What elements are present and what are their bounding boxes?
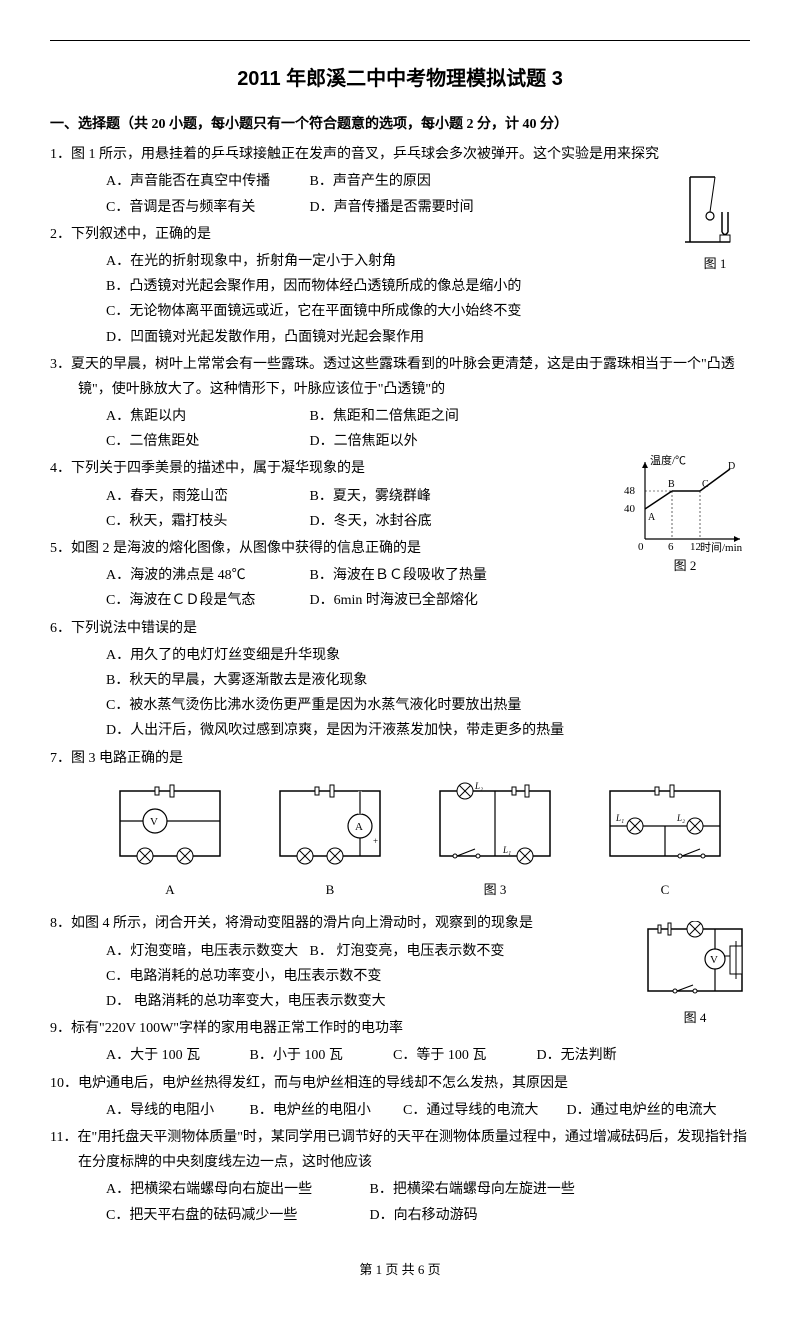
q3-opt-b: B．焦距和二倍焦距之间 [310, 404, 510, 429]
q11-opt-b: B．把横梁右端螺母向左旋进一些 [370, 1177, 670, 1202]
question-7: 7．图 3 电路正确的是 [50, 746, 750, 771]
q4-opt-c: C．秋天，霜打枝头 [106, 509, 306, 534]
q11-opt-a: A．把横梁右端螺母向右旋出一些 [106, 1177, 366, 1202]
q10-opt-a: A．导线的电阻小 [106, 1098, 246, 1123]
question-6: 6．下列说法中错误的是 [50, 616, 750, 641]
q10-opt-b: B．电炉丝的电阻小 [250, 1098, 400, 1123]
q3-opt-a: A．焦距以内 [106, 404, 306, 429]
svg-text:+: + [373, 836, 378, 846]
circuit-a-icon: V [110, 781, 230, 871]
figure-1-label: 图 1 [704, 256, 727, 271]
section-1-header: 一、选择题（共 20 小题，每小题只有一个符合题意的选项，每小题 2 分，计 4… [50, 112, 750, 137]
exam-title: 2011 年郎溪二中中考物理模拟试题 3 [50, 61, 750, 97]
svg-text:A: A [648, 512, 656, 523]
q1-opt-d: D．声音传播是否需要时间 [310, 195, 510, 220]
question-5: 5．如图 2 是海波的熔化图像，从图像中获得的信息正确的是 [50, 536, 750, 561]
question-3: 3．夏天的早晨，树叶上常常会有一些露珠。透过这些露珠看到的叶脉会更清楚，这是由于… [50, 352, 750, 402]
q1-opt-c: C．音调是否与频率有关 [106, 195, 306, 220]
q6-opt-d: D．人出汗后，微风吹过感到凉爽，是因为汗液蒸发加快，带走更多的热量 [106, 718, 750, 743]
q3-opt-d: D．二倍焦距以外 [310, 429, 510, 454]
circuit-diagrams-row: V A A + B [50, 781, 750, 902]
circuit-fig3-icon: L₂ L₁ [430, 781, 560, 871]
svg-text:48: 48 [624, 485, 636, 497]
question-10: 10．电炉通电后，电炉丝热得发红，而与电炉丝相连的导线却不怎么发热，其原因是 [50, 1071, 750, 1096]
svg-text:V: V [710, 954, 718, 966]
q11-opt-c: C．把天平右盘的砝码减少一些 [106, 1203, 366, 1228]
q2-opt-a: A．在光的折射现象中，折射角一定小于入射角 [106, 249, 750, 274]
q1-opt-b: B．声音产生的原因 [310, 169, 510, 194]
q2-opt-d: D．凹面镜对光起发散作用，凸面镜对光起会聚作用 [106, 325, 750, 350]
q9-opt-b: B．小于 100 瓦 [250, 1043, 390, 1068]
svg-text:L₁: L₁ [502, 845, 511, 855]
svg-text:40: 40 [624, 503, 636, 515]
figure-4: V 图 4 [640, 921, 750, 1029]
circuit-fig3-label: 图 3 [430, 878, 560, 901]
question-11: 11．在"用托盘天平测物体质量"时，某同学用已调节好的天平在测物体质量过程中，通… [50, 1125, 750, 1175]
svg-text:L₂: L₂ [676, 813, 685, 823]
circuit-b: A + B [270, 781, 390, 902]
q9-opt-c: C．等于 100 瓦 [393, 1043, 533, 1068]
circuit-c-icon: L₁ L₂ [600, 781, 730, 871]
circuit-a-label: A [110, 878, 230, 901]
circuit-a: V A [110, 781, 230, 902]
q4-opt-d: D．冬天，冰封谷底 [310, 509, 510, 534]
q2-opt-b: B．凸透镜对光起会聚作用，因而物体经凸透镜所成的像总是缩小的 [106, 274, 750, 299]
q4-opt-b: B．夏天，雾绕群峰 [310, 484, 510, 509]
q6-opt-c: C．被水蒸气烫伤比沸水烫伤更严重是因为水蒸气液化时要放出热量 [106, 693, 750, 718]
top-rule [50, 40, 750, 41]
q6-opt-a: A．用久了的电灯灯丝变细是升华现象 [106, 643, 750, 668]
q2-opt-c: C．无论物体离平面镜远或近，它在平面镜中所成像的大小始终不变 [106, 299, 750, 324]
question-2: 2．下列叙述中，正确的是 [50, 222, 750, 247]
circuit-b-label: B [270, 878, 390, 901]
q5-opt-c: C．海波在ＣＤ段是气态 [106, 588, 306, 613]
q6-opt-b: B．秋天的早晨，大雾逐渐散去是液化现象 [106, 668, 750, 693]
q9-opt-a: A．大于 100 瓦 [106, 1043, 246, 1068]
q1-stem: 1．图 1 所示，用悬挂着的乒乓球接触正在发声的音叉，乒乓球会多次被弹开。这个实… [50, 147, 659, 162]
circuit-c: L₁ L₂ C [600, 781, 730, 902]
question-9: 9．标有"220V 100W"字样的家用电器正常工作时的电功率 [50, 1016, 750, 1041]
question-1: 1．图 1 所示，用悬挂着的乒乓球接触正在发声的音叉，乒乓球会多次被弹开。这个实… [50, 142, 750, 167]
q11-opt-d: D．向右移动游码 [370, 1203, 670, 1228]
q5-opt-a: A．海波的沸点是 48℃ [106, 563, 306, 588]
svg-text:A: A [355, 821, 363, 833]
svg-text:L₂: L₂ [474, 781, 483, 791]
question-4: 4．下列关于四季美景的描述中，属于凝华现象的是 [50, 456, 750, 481]
page-footer: 第 1 页 共 6 页 [50, 1258, 750, 1281]
q4-opt-a: A．春天，雨笼山峦 [106, 484, 306, 509]
question-8: 8．如图 4 所示，闭合开关，将滑动变阻器的滑片向上滑动时，观察到的现象是 [50, 911, 750, 936]
q3-opt-c: C．二倍焦距处 [106, 429, 306, 454]
q8-opt-a: A．灯泡变暗，电压表示数变大 [106, 939, 306, 964]
svg-text:V: V [150, 816, 158, 828]
q1-opt-a: A．声音能否在真空中传播 [106, 169, 306, 194]
svg-text:L₁: L₁ [615, 813, 624, 823]
circuit-fig3: L₂ L₁ 图 3 [430, 781, 560, 902]
q10-opt-d: D．通过电炉丝的电流大 [567, 1098, 717, 1123]
circuit-b-icon: A + [270, 781, 390, 871]
q10-opt-c: C．通过导线的电流大 [403, 1098, 563, 1123]
circuit-c-label: C [600, 878, 730, 901]
q8-opt-b: B． 灯泡变亮，电压表示数不变 [310, 939, 510, 964]
q5-opt-d: D．6min 时海波已全部熔化 [310, 588, 510, 613]
q9-opt-d: D．无法判断 [537, 1043, 637, 1068]
q5-opt-b: B．海波在ＢＣ段吸收了热量 [310, 563, 510, 588]
